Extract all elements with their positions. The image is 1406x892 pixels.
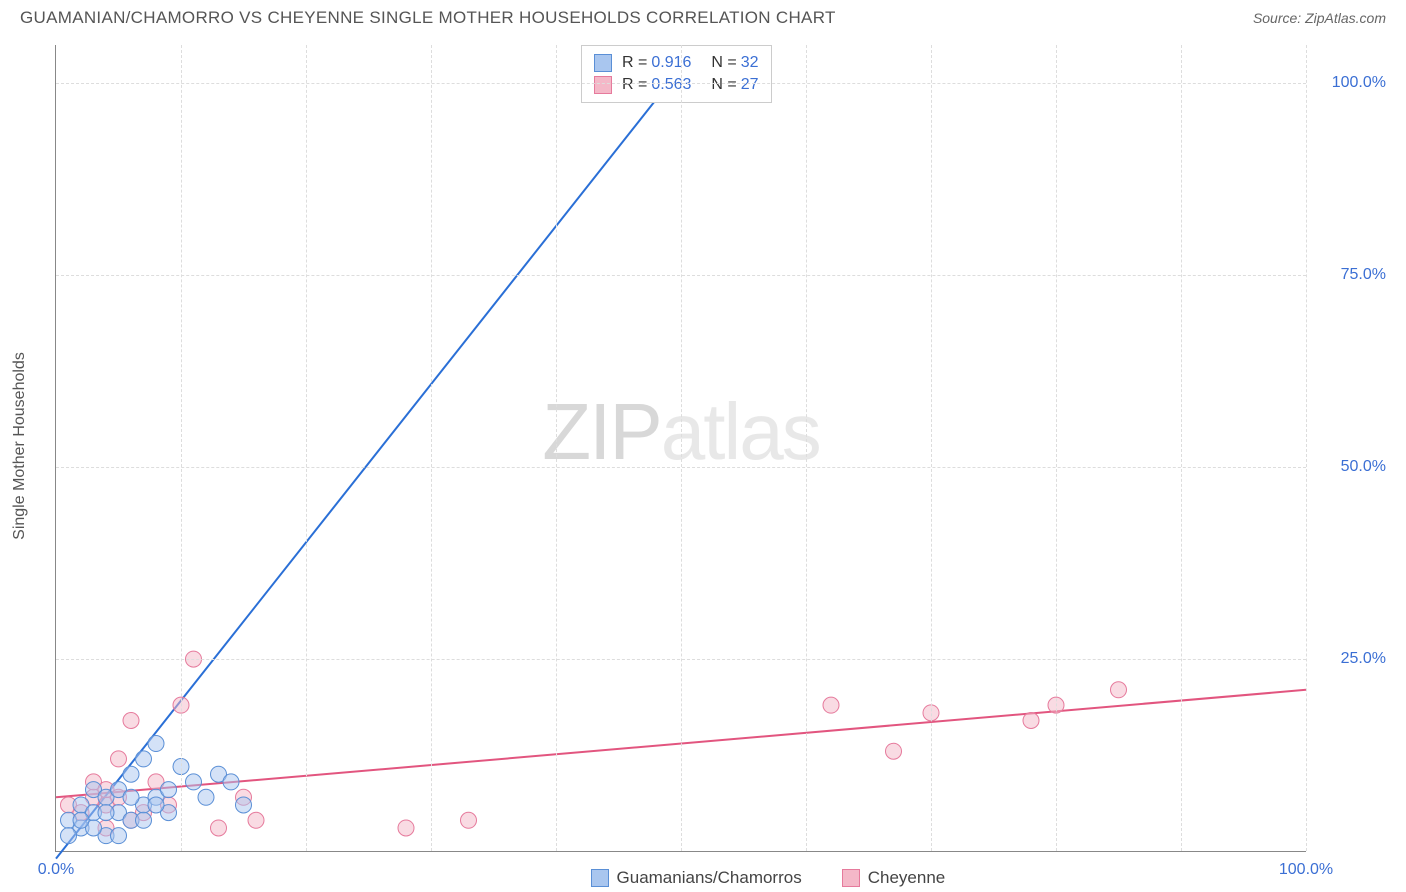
gridline-v [681, 45, 682, 851]
gridline-v [931, 45, 932, 851]
x-tick-100: 100.0% [1279, 861, 1333, 879]
x-tick-0: 0.0% [38, 861, 74, 879]
gridline-v [181, 45, 182, 851]
gridline-v [1306, 45, 1307, 851]
chart-title: GUAMANIAN/CHAMORRO VS CHEYENNE SINGLE MO… [20, 8, 836, 28]
correlation-legend: R = 0.916 N = 32 R = 0.563 N = 27 [581, 45, 772, 103]
legend-row-cheyenne: R = 0.563 N = 27 [594, 74, 759, 96]
gridline-v [1056, 45, 1057, 851]
legend-swatch-cheyenne [594, 76, 612, 94]
gridline-v [306, 45, 307, 851]
gridline-v [431, 45, 432, 851]
y-tick-label: 25.0% [1316, 650, 1386, 668]
gridline-v [806, 45, 807, 851]
series-legend: Guamanians/Chamorros Cheyenne [591, 868, 946, 888]
legend-swatch-icon [842, 869, 860, 887]
legend-swatch-guamanians [594, 54, 612, 72]
gridline-v [1181, 45, 1182, 851]
y-tick-label: 75.0% [1316, 266, 1386, 284]
legend-item-guamanians: Guamanians/Chamorros [591, 868, 802, 888]
y-tick-label: 50.0% [1316, 458, 1386, 476]
y-axis-label: Single Mother Households [11, 352, 29, 540]
legend-item-cheyenne: Cheyenne [842, 868, 946, 888]
legend-row-guamanians: R = 0.916 N = 32 [594, 52, 759, 74]
chart-plot-area: ZIPatlas R = 0.916 N = 32 R = 0.563 N = … [55, 45, 1306, 852]
gridline-v [556, 45, 557, 851]
legend-swatch-icon [591, 869, 609, 887]
y-tick-label: 100.0% [1316, 74, 1386, 92]
source-attribution: Source: ZipAtlas.com [1253, 10, 1386, 26]
